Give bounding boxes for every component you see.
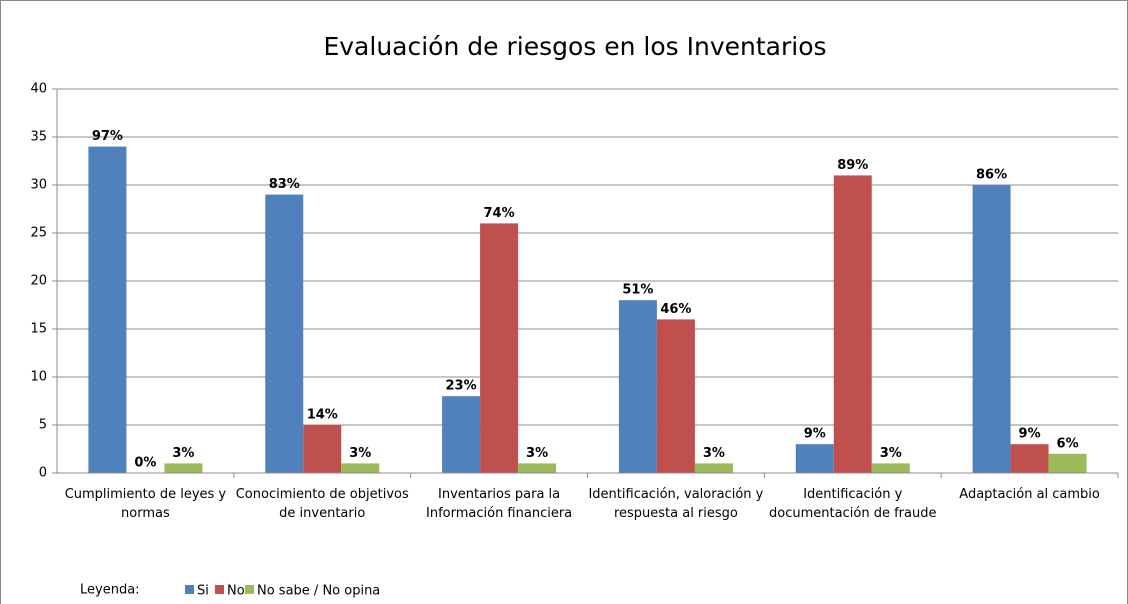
y-tick-label: 0 [39, 466, 47, 481]
legend-label: No sabe / No opina [257, 584, 380, 599]
bar [303, 425, 342, 473]
chart-title: Evaluación de riesgos en los Inventarios [323, 32, 826, 61]
bar [265, 194, 304, 473]
data-label: 3% [349, 446, 371, 461]
legend-title: Leyenda: [80, 583, 140, 598]
data-label: 89% [837, 158, 868, 173]
legend-label: No [227, 584, 245, 599]
bar [518, 463, 557, 473]
data-label: 9% [1019, 427, 1041, 442]
bar [1048, 453, 1087, 473]
data-label: 6% [1057, 436, 1079, 451]
y-tick-label: 40 [30, 82, 47, 97]
bar [656, 319, 695, 473]
data-label: 86% [976, 168, 1007, 183]
legend-swatch [185, 585, 194, 594]
bar [694, 463, 733, 473]
bar [442, 396, 481, 473]
data-label: 0% [134, 456, 156, 471]
legend-swatch [245, 585, 254, 594]
y-tick-label: 5 [39, 418, 47, 433]
y-tick-label: 15 [30, 322, 47, 337]
bar [871, 463, 910, 473]
data-label: 14% [307, 408, 338, 423]
y-tick-label: 35 [30, 130, 47, 145]
data-label: 74% [484, 206, 515, 221]
data-label: 3% [172, 446, 194, 461]
data-label: 23% [446, 379, 477, 394]
x-tick-label: Identificación y documentación de fraude [769, 487, 937, 521]
x-tick-label: Adaptación al cambio [959, 487, 1100, 502]
data-label: 83% [269, 177, 300, 192]
x-tick-label: Inventarios para la Información financie… [426, 487, 573, 521]
legend-label: Si [197, 584, 209, 599]
data-label: 46% [660, 302, 691, 317]
y-tick-label: 20 [30, 274, 47, 289]
bar [833, 175, 872, 473]
y-tick-label: 10 [30, 370, 47, 385]
bar [618, 300, 657, 473]
bar [480, 223, 519, 473]
x-tick-label: Cumplimiento de leyes y normas [64, 487, 227, 521]
bar [341, 463, 380, 473]
data-label: 3% [526, 446, 548, 461]
bar [795, 444, 834, 473]
y-tick-label: 25 [30, 226, 47, 241]
bar [972, 185, 1011, 473]
x-tick-label: Conocimiento de objetivos de inventario [235, 487, 409, 521]
data-label: 3% [880, 446, 902, 461]
x-tick-label: Identificación, valoración y respuesta a… [588, 487, 764, 521]
data-label: 97% [92, 129, 123, 144]
data-label: 9% [804, 427, 826, 442]
bar [1010, 444, 1049, 473]
bar [88, 146, 127, 473]
y-tick-label: 30 [30, 178, 47, 193]
data-label: 3% [703, 446, 725, 461]
data-label: 51% [622, 283, 653, 298]
legend-swatch [215, 585, 224, 594]
bar [164, 463, 203, 473]
